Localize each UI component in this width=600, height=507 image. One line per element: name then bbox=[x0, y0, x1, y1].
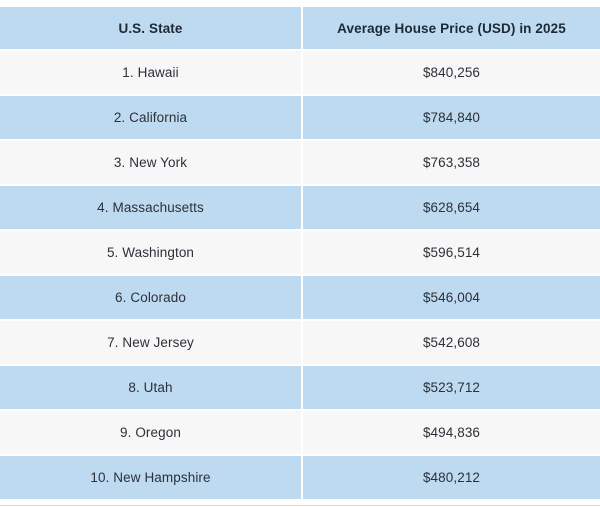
price-cell: $523,712 bbox=[301, 366, 600, 409]
table-row: 4. Massachusetts $628,654 bbox=[0, 186, 600, 231]
table-row: 1. Hawaii $840,256 bbox=[0, 51, 600, 96]
table-row: 2. California $784,840 bbox=[0, 96, 600, 141]
table-row: 8. Utah $523,712 bbox=[0, 366, 600, 411]
price-cell: $546,004 bbox=[301, 276, 600, 319]
state-cell: 9. Oregon bbox=[120, 425, 181, 440]
price-cell: $628,654 bbox=[301, 186, 600, 229]
table-row: 3. New York $763,358 bbox=[0, 141, 600, 186]
state-cell: 3. New York bbox=[113, 155, 188, 170]
state-cell: 10. New Hampshire bbox=[90, 470, 211, 485]
state-cell: 6. Colorado bbox=[115, 290, 186, 305]
house-price-table: U.S. State Average House Price (USD) in … bbox=[0, 7, 600, 501]
price-cell: $542,608 bbox=[301, 321, 600, 364]
price-cell: $840,256 bbox=[301, 51, 600, 94]
price-cell: $763,358 bbox=[301, 141, 600, 184]
state-cell: 7. New Jersey bbox=[107, 335, 194, 350]
price-cell: $596,514 bbox=[301, 231, 600, 274]
table-row: 7. New Jersey $542,608 bbox=[0, 321, 600, 366]
column-header-state: U.S. State bbox=[118, 20, 183, 36]
state-cell: 1. Hawaii bbox=[122, 65, 179, 80]
table-row: 6. Colorado $546,004 bbox=[0, 276, 600, 321]
price-cell: $494,836 bbox=[301, 411, 600, 454]
column-header-price: Average House Price (USD) in 2025 bbox=[301, 7, 600, 49]
state-cell: 2. California bbox=[113, 110, 188, 125]
table-header-row: U.S. State Average House Price (USD) in … bbox=[0, 7, 600, 51]
bottom-divider bbox=[0, 505, 600, 506]
table-row: 9. Oregon $494,836 bbox=[0, 411, 600, 456]
table-row: 5. Washington $596,514 bbox=[0, 231, 600, 276]
state-cell: 5. Washington bbox=[106, 245, 195, 260]
state-cell: 8. Utah bbox=[128, 380, 173, 395]
price-cell: $480,212 bbox=[301, 456, 600, 499]
price-cell: $784,840 bbox=[301, 96, 600, 139]
table-row: 10. New Hampshire $480,212 bbox=[0, 456, 600, 501]
state-cell: 4. Massachusetts bbox=[97, 200, 204, 215]
